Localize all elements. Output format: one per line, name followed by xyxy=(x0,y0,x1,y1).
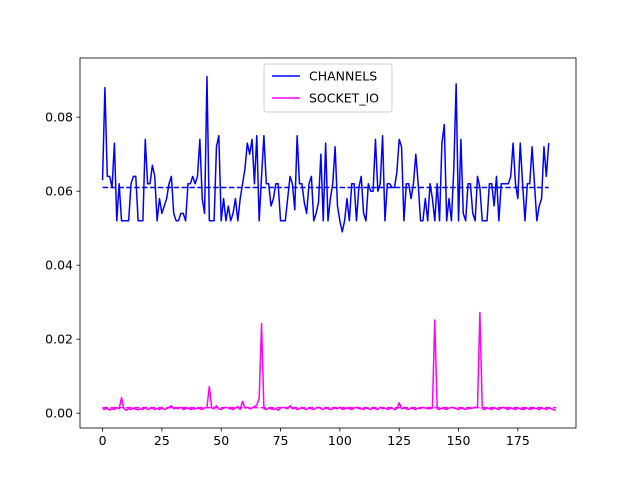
x-tick-label: 75 xyxy=(273,433,289,448)
x-tick-label: 125 xyxy=(387,433,411,448)
legend: CHANNELS SOCKET_IO xyxy=(263,63,393,113)
axes-layer: 0 25 50 75 100 125 150 175 0.00 0.02 0.04 0.06 0.08 xyxy=(45,57,577,448)
axes-frame xyxy=(79,57,577,429)
x-tick-label: 0 xyxy=(99,433,107,448)
series-line-socket-io xyxy=(102,311,557,411)
x-tick-label: 175 xyxy=(506,433,530,448)
y-tick-label: 0.00 xyxy=(45,406,73,421)
plot-area xyxy=(80,58,576,428)
x-tick-label: 25 xyxy=(154,433,170,448)
legend-label: SOCKET_IO xyxy=(309,91,379,106)
x-tick-label: 50 xyxy=(213,433,229,448)
x-tick-label: 100 xyxy=(328,433,352,448)
y-tick-label: 0.06 xyxy=(45,184,73,199)
series-layer xyxy=(101,75,557,411)
y-tick-label: 0.08 xyxy=(45,110,73,125)
series-line-channels xyxy=(101,75,550,233)
x-tick-label: 150 xyxy=(447,433,471,448)
legend-label: CHANNELS xyxy=(309,69,377,84)
y-tick-label: 0.02 xyxy=(45,332,73,347)
y-tick-label: 0.04 xyxy=(45,258,73,273)
